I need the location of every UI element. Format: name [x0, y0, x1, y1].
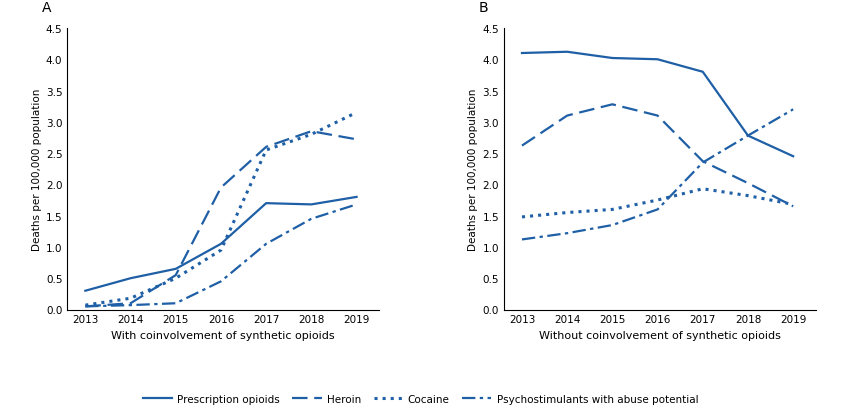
- Text: B: B: [479, 1, 489, 15]
- Y-axis label: Deaths per 100,000 population: Deaths per 100,000 population: [468, 88, 479, 250]
- Text: A: A: [42, 1, 52, 15]
- X-axis label: With coinvolvement of synthetic opioids: With coinvolvement of synthetic opioids: [111, 330, 335, 340]
- X-axis label: Without coinvolvement of synthetic opioids: Without coinvolvement of synthetic opioi…: [539, 330, 780, 340]
- Y-axis label: Deaths per 100,000 population: Deaths per 100,000 population: [32, 88, 41, 250]
- Legend: Prescription opioids, Heroin, Cocaine, Psychostimulants with abuse potential: Prescription opioids, Heroin, Cocaine, P…: [139, 389, 702, 408]
